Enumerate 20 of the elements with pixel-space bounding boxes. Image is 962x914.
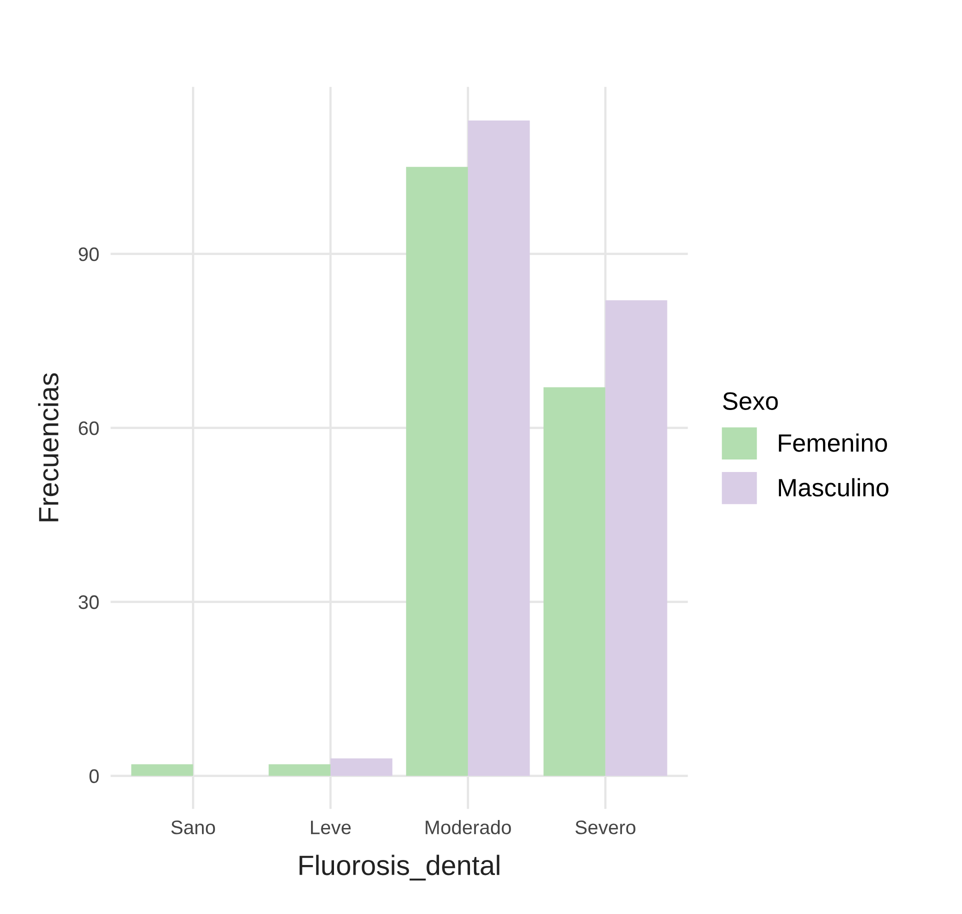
bar [605,300,668,776]
x-tick-label: Sano [171,820,215,834]
x-axis-title: Fluorosis_dental [300,854,500,880]
x-tick-label: Moderado [426,820,511,834]
legend-label: Masculino [778,478,888,497]
x-tick-label: Leve [311,820,351,834]
bar [468,120,530,776]
bar [268,764,331,776]
bar [330,758,392,776]
y-tick-label: 60 [78,421,99,436]
y-tick-label: 30 [78,595,99,610]
bar [131,764,194,776]
y-tick-label: 90 [78,247,99,262]
bar [406,166,468,776]
x-tick-label: Severo [575,820,636,834]
legend-title: Sexo [723,392,778,410]
y-tick-label: 0 [89,769,99,784]
y-axis-title: Frecuencias [38,373,59,522]
bar [544,387,606,776]
legend-label: Femenino [778,434,887,452]
